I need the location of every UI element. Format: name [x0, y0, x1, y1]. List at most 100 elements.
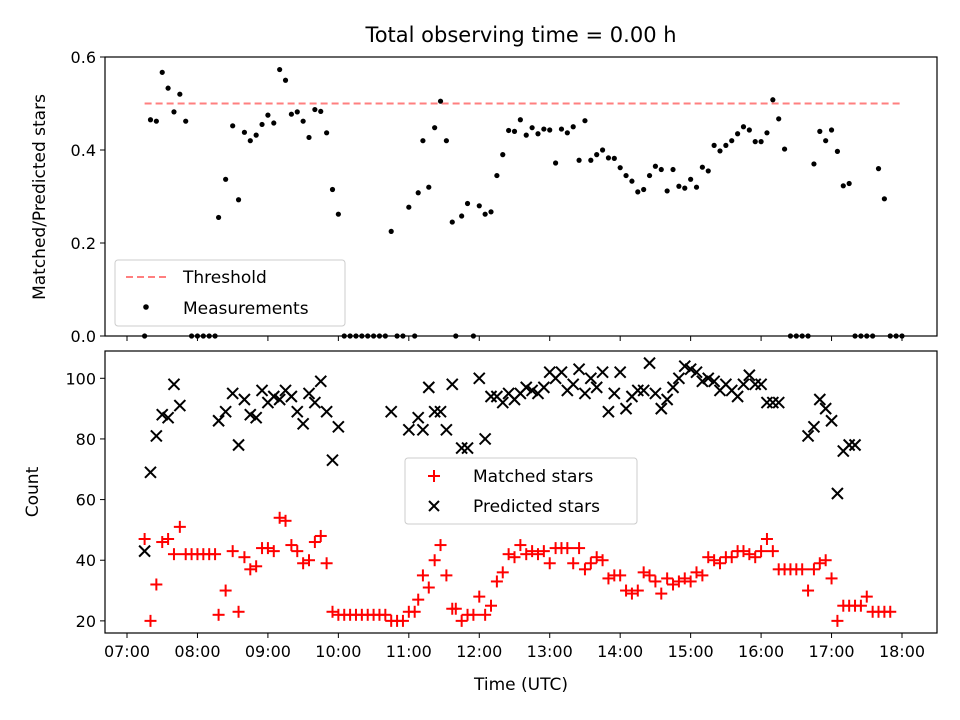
- measurement-point: [682, 185, 688, 191]
- predicted-point: [655, 402, 668, 415]
- measurement-point: [529, 125, 535, 131]
- matched-point: [614, 569, 627, 582]
- matched-point: [813, 557, 826, 570]
- measurement-point: [443, 138, 449, 144]
- predicted-point: [402, 423, 416, 437]
- predicted-point: [766, 396, 780, 409]
- top-plot-frame: [104, 56, 938, 337]
- predicted-point: [455, 441, 468, 455]
- matched-point: [455, 614, 468, 627]
- predicted-point: [478, 432, 492, 446]
- measurement-point: [834, 148, 841, 154]
- matched-legend-swatch: [428, 470, 440, 482]
- measurement-point: [658, 166, 664, 173]
- bottom-y-tick-label: 80: [76, 430, 96, 449]
- predicted-point: [428, 405, 441, 418]
- bottom-panel: Count Time (UTC) 20 40 60 80 100 07:00 08:00 09…: [23, 350, 938, 695]
- predicted-point: [440, 423, 453, 437]
- predicted-point: [825, 414, 838, 427]
- predicted-point: [737, 378, 750, 391]
- measurement-point: [171, 109, 177, 115]
- matched-point: [297, 557, 310, 570]
- measurement-point: [781, 146, 788, 152]
- measurement-point: [215, 214, 222, 221]
- predicted-point: [267, 390, 280, 403]
- x-tick-label: 10:00: [315, 642, 361, 661]
- measurement-point: [670, 166, 676, 173]
- matched-point: [531, 548, 544, 561]
- matched-point: [667, 578, 680, 591]
- matched-point: [831, 614, 844, 627]
- measurement-point: [312, 106, 318, 113]
- predicted-point: [332, 420, 345, 434]
- measurement-point: [617, 165, 623, 171]
- predicted-point: [446, 378, 459, 391]
- x-tick-label: 07:00: [104, 642, 150, 661]
- matched-point: [543, 557, 556, 570]
- predicted-point: [702, 372, 715, 385]
- predicted-point: [484, 390, 498, 403]
- matched-point: [508, 551, 521, 564]
- predicted-legend-label: Predicted stars: [473, 497, 600, 517]
- measurement-point: [611, 155, 617, 161]
- matched-point: [678, 572, 691, 585]
- top-y-tick-label: 0.6: [71, 48, 96, 67]
- measurement-point: [494, 172, 500, 179]
- matched-point: [326, 605, 339, 618]
- measurement-point: [758, 139, 764, 145]
- measurement-point: [523, 132, 529, 138]
- predicted-point: [584, 372, 598, 385]
- measurement-point: [817, 128, 823, 134]
- predicted-point: [684, 362, 697, 376]
- matched-point: [825, 572, 838, 585]
- predicted-point: [590, 381, 603, 394]
- measurement-point: [147, 117, 154, 123]
- measurement-point: [752, 139, 758, 145]
- matched-point: [643, 569, 656, 582]
- matched-point: [314, 529, 327, 542]
- threshold-legend-label: Threshold: [182, 268, 267, 288]
- measurement-point: [300, 118, 306, 124]
- matched-point: [760, 533, 773, 545]
- predicted-point: [807, 420, 821, 434]
- predicted-point: [138, 544, 151, 558]
- predicted-point: [842, 438, 856, 452]
- predicted-point: [678, 359, 691, 373]
- matched-point: [561, 542, 574, 555]
- matched-point: [209, 548, 222, 561]
- matched-point: [261, 542, 274, 555]
- matched-point: [502, 548, 515, 561]
- measurement-point: [177, 91, 183, 97]
- top-y-axis-label: Matched/Predicted stars: [30, 94, 50, 300]
- x-tick-label: 17:00: [808, 642, 854, 661]
- predicted-point: [461, 441, 474, 455]
- bottom-y-axis-label: Count: [23, 466, 43, 517]
- measurement-point: [676, 183, 682, 189]
- measurement-point: [840, 183, 846, 189]
- matched-point: [138, 533, 151, 545]
- x-tick-label: 08:00: [174, 642, 220, 661]
- predicted-point: [308, 396, 322, 409]
- measurement-point: [482, 211, 488, 217]
- predicted-point: [643, 356, 656, 370]
- measurement-point: [247, 138, 253, 144]
- measurement-point: [828, 127, 835, 133]
- matched-point: [244, 563, 257, 576]
- predicted-point: [302, 387, 316, 400]
- predicted-point: [690, 366, 703, 379]
- measurement-point: [729, 138, 735, 144]
- matched-point: [696, 569, 709, 582]
- predicted-point: [743, 369, 756, 382]
- matched-point: [661, 572, 674, 585]
- top-legend-frame: [114, 259, 346, 327]
- measurement-point: [241, 129, 248, 135]
- matched-point: [449, 602, 462, 615]
- predicted-point: [244, 408, 257, 421]
- measurement-point: [699, 164, 705, 170]
- matched-point: [755, 545, 768, 558]
- matched-point: [584, 557, 597, 570]
- matched-point: [250, 560, 263, 573]
- predicted-point: [520, 381, 533, 394]
- predicted-point: [473, 372, 486, 385]
